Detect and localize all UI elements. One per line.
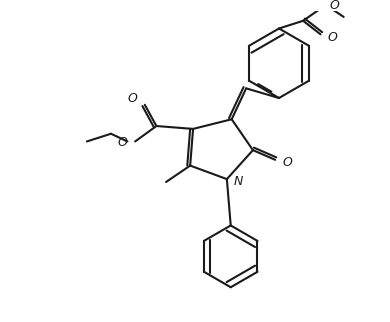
- Text: O: O: [117, 136, 128, 149]
- Text: O: O: [127, 91, 137, 105]
- Text: O: O: [327, 31, 337, 44]
- Text: O: O: [329, 0, 339, 12]
- Text: O: O: [283, 156, 293, 169]
- Text: N: N: [234, 175, 243, 187]
